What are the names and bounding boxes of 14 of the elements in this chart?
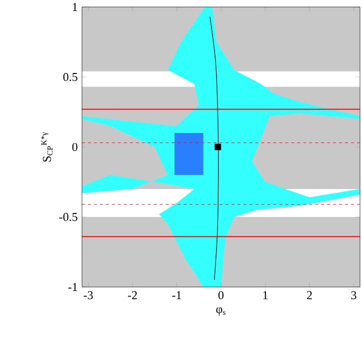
y-tick-label: -1	[68, 283, 78, 291]
y-tick-label: 1	[72, 3, 78, 11]
y-tick-label: 0.5	[63, 72, 78, 82]
x-tick-label: -3	[84, 291, 93, 300]
x-tick-label: 0	[218, 291, 224, 300]
y-tick-label: -0.5	[59, 212, 78, 222]
y-tick-label: 0	[72, 142, 78, 152]
x-tick-label: -2	[128, 291, 137, 300]
x-tick-label: 3	[351, 291, 356, 300]
line-series	[210, 16, 219, 280]
x-tick-label: 2	[307, 291, 312, 300]
x-tick-label: -1	[172, 291, 182, 300]
x-axis-title: φ$_{s}$	[216, 307, 226, 316]
x-tick-label: 1	[263, 291, 268, 300]
